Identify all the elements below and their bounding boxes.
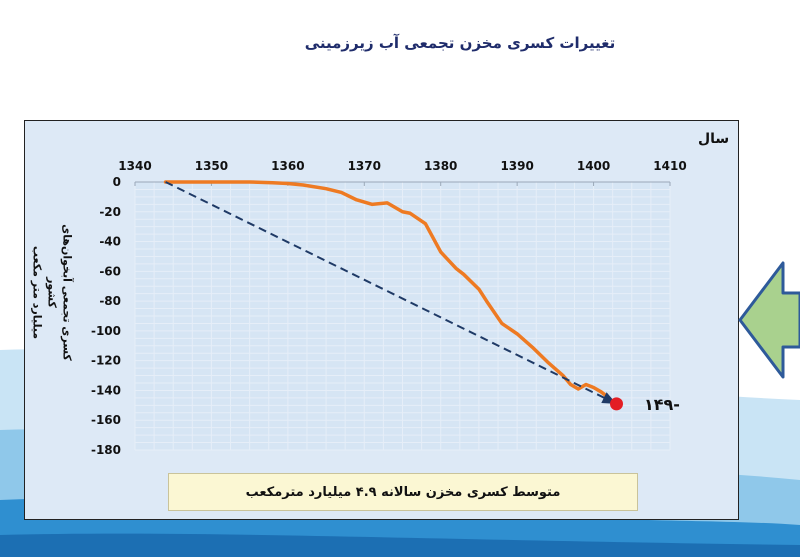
x-tick-label: 1390 [500,159,533,173]
y-tick-label: -160 [91,413,121,427]
y-tick-label: -80 [99,294,121,308]
y-tick-label: 0 [113,175,121,189]
endpoint-marker [610,397,623,411]
trend-line [165,181,617,405]
y-tick-label: -60 [99,264,121,278]
deficit-series-line [163,180,611,400]
chart-grid [134,181,671,451]
x-axis-label: سال [698,131,730,147]
x-tick-label: 1410 [653,159,686,173]
x-tick-label: 1340 [118,159,151,173]
x-tick-labels: 1340 1350 1360 1370 1380 1390 1400 1410 [118,159,687,186]
x-tick-label: 1400 [577,159,610,173]
y-tick-label: -180 [91,443,121,457]
y-axis-label: کسری تجمعی آبخوان‌های کشور میلیارد متر م… [30,224,74,361]
page-title: تغییرات کسری مخزن تجمعی آب زیرزمینی [304,34,616,52]
x-tick-label: 1380 [424,159,457,173]
annual-deficit-note: متوسط کسری مخزن سالانه ۴.۹ میلیارد مترمک… [168,473,638,511]
x-tick-label: 1350 [195,159,228,173]
y-tick-label: -140 [91,383,121,397]
endpoint-value-label: -۱۴۹ [644,395,680,414]
chart-series [163,180,623,411]
y-tick-label: -120 [91,354,121,368]
x-tick-label: 1360 [271,159,304,173]
y-tick-label: -40 [99,235,121,249]
y-tick-labels: 0 -20 -40 -60 -80 -100 -120 -140 -160 -180 [91,175,121,457]
x-tick-label: 1370 [348,159,381,173]
left-arrow-icon [735,255,800,385]
y-tick-label: -20 [99,205,121,219]
y-tick-label: -100 [91,324,121,338]
